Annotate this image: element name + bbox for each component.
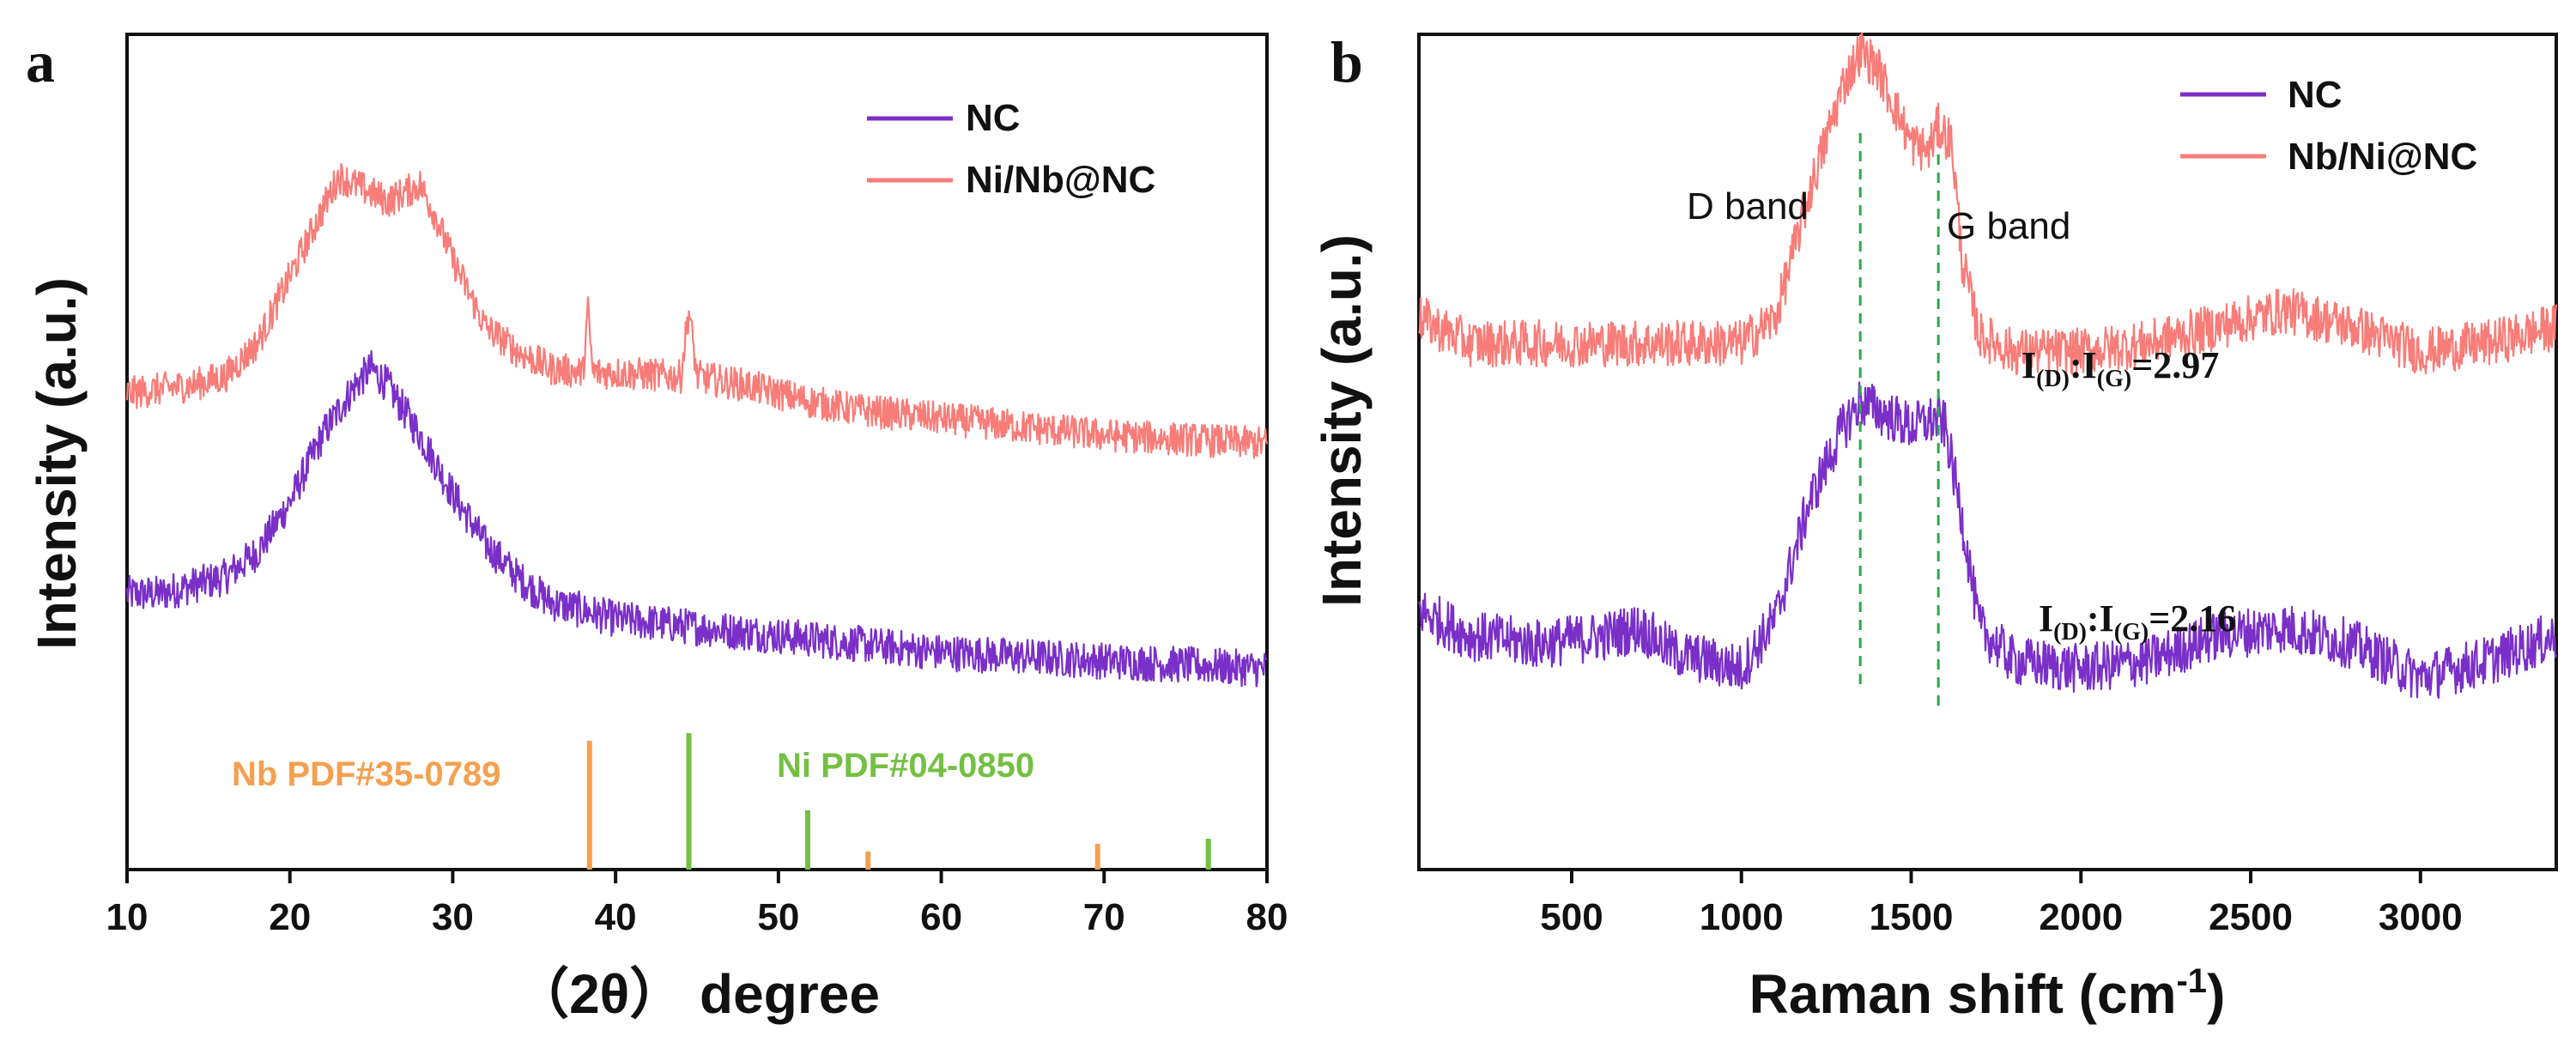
x-tick-label: 80 — [1246, 896, 1288, 938]
nb-reference-label: Nb PDF#35-0789 — [232, 755, 500, 793]
ratio-annotation-nc: I(D):I(G)=2.16 — [2039, 597, 2236, 646]
plot-frame-b — [1417, 33, 2558, 871]
ni-reference-label: Ni PDF#04-0850 — [777, 747, 1034, 785]
panel-label-b: b — [1330, 29, 1363, 94]
x-tick-label: 500 — [1540, 896, 1603, 938]
legend-a: NC Ni/Nb@NC — [867, 97, 1155, 201]
x-tick-label: 1000 — [1700, 896, 1784, 938]
series-line-nc — [1417, 381, 2558, 700]
panel-a: 10 20 30 40 50 60 70 80 Nb PDF#35-0789 Ni PDF#0… — [26, 33, 1288, 1025]
y-axis-label-a: Intensity (a.u.) — [26, 277, 88, 650]
legend-label-composite-b: Nb/Ni@NC — [2288, 136, 2477, 178]
legend-label-composite: Ni/Nb@NC — [966, 159, 1155, 201]
x-tick-label: 70 — [1083, 896, 1125, 938]
legend-b: NC Nb/Ni@NC — [2180, 74, 2477, 178]
x-tick-label: 30 — [432, 896, 474, 938]
x-tick-label: 1500 — [1870, 896, 1954, 938]
x-tick-label: 3000 — [2379, 896, 2463, 938]
raman-curves — [1417, 32, 2558, 700]
xrd-curves — [125, 162, 1269, 688]
panel-b: 500 1000 1500 2000 2500 3000 D band G band I(… — [1311, 32, 2558, 1025]
plot-frame-a — [125, 33, 1269, 871]
x-tick-label: 2000 — [2039, 896, 2123, 938]
legend-label-nc-b: NC — [2288, 74, 2343, 116]
series-line-nb-ni-nc — [1417, 32, 2558, 376]
reference-patterns — [586, 733, 1211, 870]
x-axis-label-a: （2θ） degree — [514, 963, 880, 1025]
y-axis-label-b: Intensity (a.u.) — [1311, 234, 1373, 607]
legend-label-nc: NC — [966, 97, 1021, 139]
x-axis-ticks-a: 10 20 30 40 50 60 70 80 — [106, 870, 1288, 938]
g-band-label: G band — [1947, 205, 2070, 247]
x-axis-ticks-b: 500 1000 1500 2000 2500 3000 — [1540, 870, 2463, 938]
series-line-nc — [125, 349, 1268, 688]
x-tick-label: 50 — [757, 896, 799, 938]
band-guides — [1858, 133, 1940, 712]
x-tick-label: 10 — [106, 896, 148, 938]
panel-label-a: a — [26, 29, 55, 94]
ratio-annotation-composite: I(D):I(G)=2.97 — [2021, 344, 2219, 392]
series-line-ni-nb-nc — [125, 162, 1269, 459]
x-tick-label: 20 — [269, 896, 311, 938]
d-band-label: D band — [1687, 185, 1809, 227]
x-tick-label: 60 — [920, 896, 962, 938]
x-tick-label: 40 — [595, 896, 637, 938]
x-tick-label: 2500 — [2209, 896, 2293, 938]
x-axis-label-b: Raman shift (cm-1) — [1749, 962, 2226, 1025]
